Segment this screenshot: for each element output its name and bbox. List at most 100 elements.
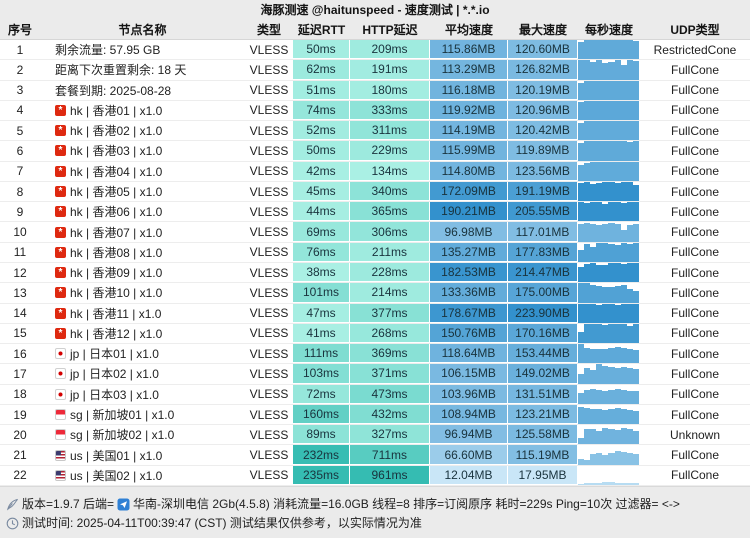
table-row: 1 剩余流量: 57.95 GB VLESS 50ms 209ms 115.86…: [0, 40, 750, 61]
avg-speed-value: 182.53MB: [430, 263, 508, 283]
speed-bar: [578, 224, 585, 242]
table-body: 1 剩余流量: 57.95 GB VLESS 50ms 209ms 115.86…: [0, 40, 750, 486]
per-second-speed-chart: [578, 303, 640, 323]
speed-bar: [632, 100, 639, 121]
udp-type-value: FullCone: [670, 326, 720, 341]
max-speed-value: 125.58MB: [508, 425, 578, 445]
speed-bar: [632, 61, 639, 80]
per-second-speed-chart: [578, 323, 640, 344]
avg-speed-value: 178.67MB: [430, 303, 508, 323]
http-latency-value: 229ms: [350, 141, 430, 161]
rtt-value: 62ms: [293, 60, 350, 80]
speed-bar: [620, 161, 627, 181]
speed-bar: [632, 161, 639, 181]
max-speed-value: 120.42MB: [508, 121, 578, 141]
jp-flag-icon: [55, 348, 66, 360]
speed-bar: [584, 162, 591, 181]
speed-bar: [632, 369, 639, 384]
http-latency-value: 180ms: [350, 80, 430, 100]
speed-bar: [590, 80, 597, 100]
speed-bar: [596, 121, 603, 141]
http-latency-value: 377ms: [350, 303, 430, 323]
avg-speed-value: 106.15MB: [430, 364, 508, 384]
speed-bar: [584, 60, 591, 80]
speed-bar: [626, 202, 633, 222]
avg-speed-value: 190.21MB: [430, 202, 508, 222]
speed-bar: [590, 388, 597, 404]
speed-bar: [596, 161, 603, 181]
rtt-value: 111ms: [293, 344, 350, 364]
speed-bar: [590, 303, 597, 323]
speed-bar: [578, 374, 585, 384]
node-name: 剩余流量: 57.95 GB: [55, 43, 161, 58]
speed-bar: [632, 263, 639, 283]
udp-type-value: FullCone: [670, 164, 720, 179]
footer-time-text: 测试时间: 2025-04-11T00:39:47 (CST) 测试结果仅供参考…: [22, 516, 422, 530]
avg-speed-value: 96.94MB: [430, 425, 508, 445]
speed-bar: [596, 453, 603, 465]
speed-bar: [602, 324, 609, 344]
speed-bar: [632, 121, 639, 141]
table-row: 6 * hk | 香港03 | x1.0 VLESS 50ms 229ms 115…: [0, 141, 750, 162]
node-type: VLESS: [249, 164, 289, 179]
per-second-speed-chart: [578, 385, 640, 404]
col-header-udp-type: UDP类型: [670, 22, 720, 37]
speed-bar: [608, 161, 615, 181]
speed-bar: [584, 141, 591, 161]
udp-type-value: FullCone: [670, 184, 720, 199]
row-index: 9: [16, 204, 24, 219]
http-latency-value: 191ms: [350, 60, 430, 80]
speed-bar: [620, 367, 627, 384]
speed-bar: [584, 40, 591, 60]
speed-bar: [608, 263, 615, 283]
per-second-speed-chart: [578, 60, 640, 80]
node-type: VLESS: [249, 143, 289, 158]
speed-bar: [590, 183, 597, 202]
avg-speed-value: 114.19MB: [430, 121, 508, 141]
speed-bar: [632, 410, 639, 425]
us-flag-icon: [55, 469, 66, 481]
speed-bar: [620, 347, 627, 364]
footer: 版本=1.9.7 后端= 华南-深圳电信 2Gb(4.5.8) 消耗流量=16.…: [0, 486, 750, 538]
speed-bar: [620, 483, 627, 485]
node-type: VLESS: [249, 103, 289, 118]
max-speed-value: 214.47MB: [508, 263, 578, 283]
row-index: 16: [13, 346, 27, 361]
speed-bar: [584, 390, 591, 404]
udp-type-value: FullCone: [670, 204, 720, 219]
rtt-value: 103ms: [293, 364, 350, 384]
speed-bar: [626, 100, 633, 121]
jp-flag-icon: [55, 368, 66, 380]
speed-bar: [626, 303, 633, 323]
footer-backend-text: 华南-深圳电信 2Gb(4.5.8) 消耗流量=16.0GB 线程=8 排序=订…: [133, 497, 680, 511]
speed-bar: [578, 266, 585, 283]
avg-speed-value: 119.92MB: [430, 100, 508, 121]
max-speed-value: 177.83MB: [508, 242, 578, 262]
table-row: 20 sg | 新加坡02 | x1.0 VLESS 89ms 327ms 96…: [0, 425, 750, 446]
speed-bar: [590, 483, 597, 485]
speed-bars: [578, 202, 639, 222]
http-latency-value: 228ms: [350, 263, 430, 283]
table-row: 19 sg | 新加坡01 | x1.0 VLESS 160ms 432ms 1…: [0, 404, 750, 426]
node-name: sg | 新加坡02 | x1.0: [40, 425, 245, 444]
speed-bar: [620, 285, 627, 303]
http-latency-value: 214ms: [350, 283, 430, 303]
speed-bar: [602, 224, 609, 242]
speed-bar: [620, 203, 627, 222]
speed-bar: [602, 204, 609, 222]
speed-bar: [626, 409, 633, 425]
speed-bar: [614, 60, 621, 80]
avg-speed-value: 115.86MB: [430, 40, 508, 60]
table-row: 12 * hk | 香港09 | x1.0 VLESS 38ms 228ms 18…: [0, 263, 750, 284]
speed-bar: [602, 242, 609, 262]
udp-type-value: FullCone: [670, 366, 720, 381]
speed-bar: [590, 348, 597, 364]
speed-bar: [590, 62, 597, 80]
table-row: 4 * hk | 香港01 | x1.0 VLESS 74ms 333ms 119…: [0, 100, 750, 122]
speed-bar: [596, 323, 603, 344]
speed-bar: [632, 323, 639, 344]
http-latency-value: 134ms: [350, 161, 430, 181]
table-row: 11 * hk | 香港08 | x1.0 VLESS 76ms 211ms 13…: [0, 242, 750, 263]
row-index: 4: [16, 103, 24, 118]
speed-bar: [614, 407, 621, 425]
